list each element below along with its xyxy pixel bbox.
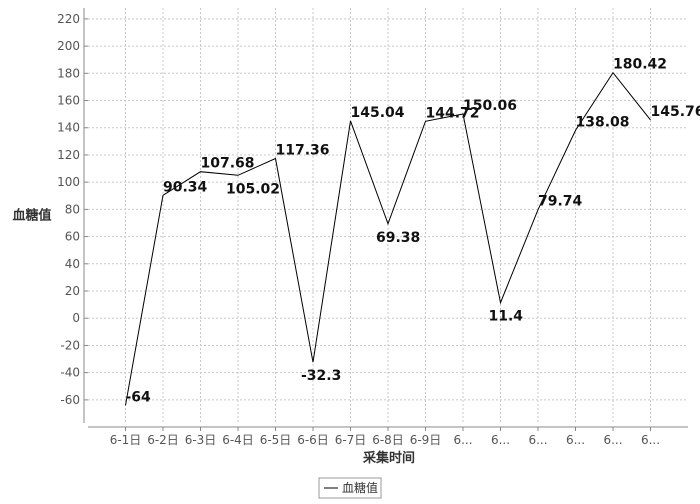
x-tick-label: 6...: [528, 433, 547, 447]
data-label: 105.02: [226, 181, 280, 197]
y-tick-label: 60: [65, 230, 80, 244]
x-tick-label: 6-3日: [185, 433, 217, 447]
x-tick-label: 6-6日: [297, 433, 329, 447]
y-axis-title: 血糖值: [12, 208, 51, 224]
x-tick-label: 6...: [491, 433, 510, 447]
x-tick-label: 6-1日: [110, 433, 142, 447]
data-label: -32.3: [301, 368, 341, 384]
data-label: 117.36: [276, 143, 330, 159]
x-tick-label: 6-5日: [260, 433, 292, 447]
y-tick-label: 100: [57, 175, 80, 189]
x-axis-title: 采集时间: [362, 450, 415, 466]
data-label: 107.68: [201, 156, 255, 172]
data-label: 90.34: [163, 179, 208, 195]
y-tick-label: 180: [57, 66, 80, 80]
x-tick-label: 6-8日: [372, 433, 404, 447]
data-label: 11.4: [489, 309, 524, 325]
y-tick-label: 200: [57, 39, 80, 53]
y-axis-ticks: -60 -40 -20 0 20 40 60 80 100 120 140 160 180 200 220: [57, 12, 88, 407]
y-tick-label: 40: [65, 257, 80, 271]
legend: 血糖值: [319, 478, 381, 498]
data-label: -64: [126, 389, 152, 405]
data-label: 145.76: [651, 104, 700, 120]
x-tick-label: 6...: [603, 433, 622, 447]
data-label: 138.08: [576, 114, 630, 130]
x-tick-label: 6...: [641, 433, 660, 447]
data-label: 69.38: [376, 230, 420, 246]
data-label: 180.42: [613, 57, 667, 73]
y-tick-label: 120: [57, 148, 80, 162]
legend-label: 血糖值: [342, 480, 378, 495]
y-tick-label: -20: [60, 338, 80, 352]
x-tick-label: 6...: [566, 433, 585, 447]
x-tick-label: 6-4日: [222, 433, 254, 447]
y-tick-label: 140: [57, 121, 80, 135]
x-tick-label: 6-7日: [335, 433, 367, 447]
y-tick-label: 220: [57, 12, 80, 26]
x-axis-ticks: 6-1日 6-2日 6-3日 6-4日 6-5日 6-6日 6-7日 6-8日 6-9日 6...…: [110, 427, 660, 447]
y-tick-label: -60: [60, 393, 80, 407]
y-tick-label: -40: [60, 366, 80, 380]
x-tick-label: 6-9日: [410, 433, 442, 447]
y-tick-label: 80: [65, 202, 80, 216]
y-tick-label: 160: [57, 94, 80, 108]
x-tick-label: 6-2日: [147, 433, 179, 447]
data-label: 145.04: [351, 105, 405, 121]
y-tick-label: 20: [65, 284, 80, 298]
data-label: 79.74: [538, 194, 583, 210]
y-tick-label: 0: [72, 311, 80, 325]
data-label: 150.06: [463, 98, 517, 114]
x-tick-label: 6...: [453, 433, 472, 447]
